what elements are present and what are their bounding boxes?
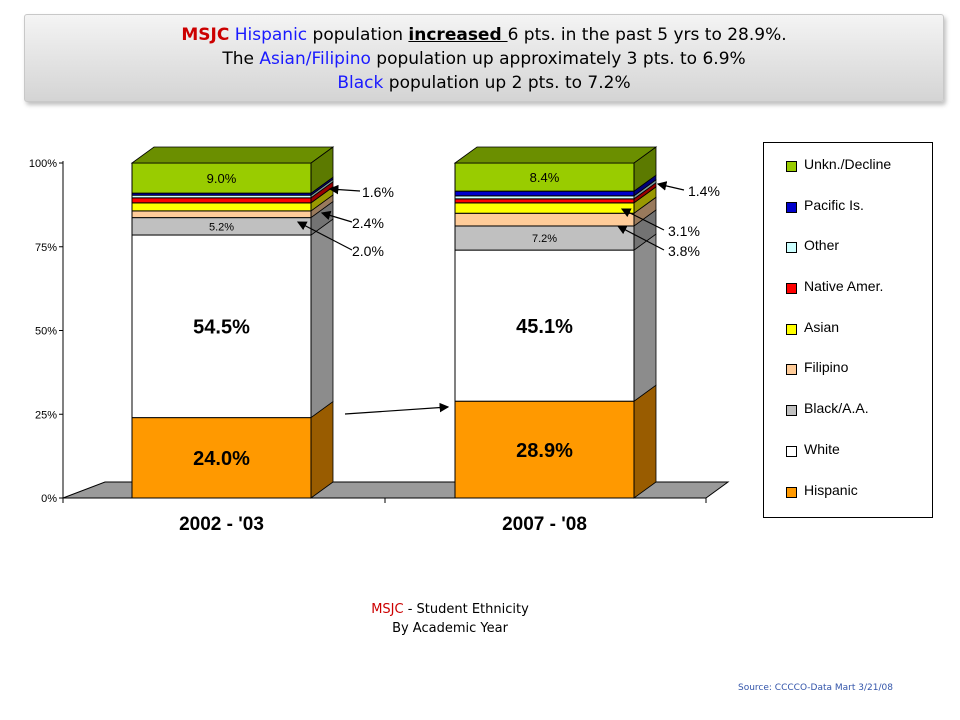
y-tick-label: 25%	[35, 409, 57, 421]
bar-segment-0-5	[131, 197, 312, 204]
source-note: Source: CCCCO-Data Mart 3/21/08	[738, 683, 893, 693]
headline-rest-2: population up approximately 3 pts. to 6.…	[370, 49, 746, 69]
caption-brand: MSJC	[371, 602, 404, 617]
chart-caption: MSJC - Student Ethnicity By Academic Yea…	[300, 600, 600, 638]
bar-segment-1-5	[454, 198, 635, 204]
legend-item: Filipino	[764, 358, 932, 399]
data-label-3: 9.0%	[207, 171, 237, 186]
bar-segment-1-2	[454, 225, 635, 251]
bar-segment-0-3	[131, 210, 312, 219]
bar-segment-1-7	[454, 190, 635, 197]
callout-label-1: 2.4%	[352, 215, 384, 231]
legend-item: Asian	[764, 318, 932, 359]
data-label-4: 28.9%	[516, 440, 573, 462]
bar-side-1-0	[633, 384, 657, 499]
legend-label: Hispanic	[804, 481, 858, 498]
legend-item: Pacific Is.	[764, 196, 932, 237]
legend-item: Unkn./Decline	[764, 155, 932, 196]
legend-label: Native Amer.	[804, 278, 884, 295]
bar-segment-0-1	[131, 234, 312, 419]
callout-label-5: 3.8%	[668, 243, 700, 259]
bar-side-0-1	[310, 218, 334, 419]
legend-swatch	[786, 161, 797, 172]
headline-pre-2: The	[222, 49, 260, 69]
bar-top-0	[130, 146, 335, 164]
callout-arrow-2	[296, 221, 353, 251]
bar-segment-1-1	[454, 249, 635, 402]
bar-segment-1-8	[454, 162, 635, 192]
data-label-2: 5.2%	[209, 221, 234, 233]
caption-line-2: By Academic Year	[392, 621, 508, 636]
callout-label-0: 1.6%	[362, 184, 394, 200]
callout-arrow-4	[620, 208, 665, 231]
chart-legend: Unkn./Decline Pacific Is. Other Native Amer…	[763, 142, 933, 518]
legend-swatch	[786, 445, 797, 457]
headline-line-1: MSJC Hispanic population increased 6 pts…	[25, 23, 943, 47]
x-category-label: 2007 - '08	[502, 514, 587, 535]
legend-item: Native Amer.	[764, 277, 932, 318]
callout-arrow-1	[320, 210, 353, 223]
headline-group-black: Black	[337, 73, 384, 93]
callout-label-4: 3.1%	[668, 223, 700, 239]
headline-line-2: The Asian/Filipino population up approxi…	[25, 47, 943, 71]
headline-group-hispanic: Hispanic	[234, 25, 308, 45]
y-tick-label: 50%	[35, 326, 57, 338]
bar-side-0-0	[310, 400, 334, 499]
legend-swatch	[786, 201, 797, 213]
headline-mid: population	[307, 25, 409, 45]
bar-segment-0-8	[131, 162, 312, 194]
headline-brand: MSJC	[181, 25, 230, 45]
legend-item: White	[764, 440, 932, 481]
bar-segment-0-4	[131, 202, 312, 212]
callout-label-3: 1.4%	[688, 183, 720, 199]
bar-top-1	[453, 146, 658, 164]
legend-item: Black/A.A.	[764, 399, 932, 440]
headline-group-asian: Asian/Filipino	[259, 49, 371, 69]
legend-label: White	[804, 440, 840, 457]
legend-item: Other	[764, 236, 932, 277]
data-label-6: 7.2%	[532, 233, 557, 245]
legend-label: Pacific Is.	[804, 196, 864, 213]
x-category-label: 2002 - '03	[179, 514, 264, 535]
headline-rest-1: 6 pts. in the past 5 yrs to 28.9%.	[507, 25, 787, 45]
legend-swatch	[786, 283, 797, 295]
data-label-1: 54.5%	[193, 317, 250, 339]
y-tick-label: 75%	[35, 242, 57, 254]
legend-label: Other	[804, 237, 840, 254]
legend-swatch	[786, 486, 797, 498]
bar-side-1-1	[633, 233, 657, 402]
y-tick-label: 100%	[29, 158, 57, 170]
callout-label-2: 2.0%	[352, 243, 384, 259]
headline-banner: MSJC Hispanic population increased 6 pts…	[24, 14, 944, 102]
data-label-0: 24.0%	[193, 448, 250, 470]
legend-label: Black/A.A.	[804, 400, 869, 417]
headline-verb: increased	[408, 25, 508, 45]
legend-swatch	[786, 242, 797, 254]
headline-line-3: Black population up 2 pts. to 7.2%	[25, 71, 943, 95]
legend-label: Filipino	[804, 359, 849, 376]
data-label-5: 45.1%	[516, 316, 573, 338]
callout-arrow-5	[616, 225, 665, 251]
bar-segment-1-3	[454, 212, 635, 227]
legend-swatch	[786, 364, 797, 376]
bar-segment-0-0	[131, 417, 312, 499]
bar-segment-1-4	[454, 202, 635, 214]
data-label-7: 8.4%	[530, 170, 560, 185]
legend-swatch	[786, 323, 797, 335]
legend-item: Hispanic	[764, 481, 932, 522]
bar-segment-1-0	[454, 400, 635, 499]
legend-label: Unkn./Decline	[804, 156, 892, 172]
legend-swatch	[786, 405, 797, 417]
headline-rest-3: population up 2 pts. to 7.2%	[383, 73, 631, 93]
hispanic-change-arrow	[344, 402, 450, 415]
caption-line-1: - Student Ethnicity	[403, 602, 529, 617]
y-tick-label: 0%	[41, 493, 57, 505]
callout-arrow-0	[328, 184, 361, 195]
callout-arrow-3	[656, 181, 685, 191]
legend-label: Asian	[804, 318, 840, 335]
